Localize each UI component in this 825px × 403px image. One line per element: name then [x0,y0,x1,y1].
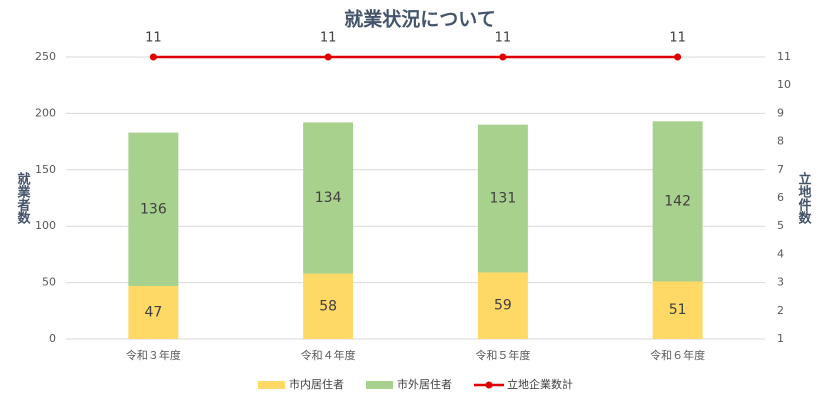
y2-tick-label: 4 [777,247,784,260]
y-tick-label: 100 [35,219,56,232]
data-label: 131 [490,191,517,207]
y2-tick-label: 5 [777,219,784,232]
legend-swatch [485,381,493,389]
y2-tick-label: 11 [777,50,791,63]
y2-tick-label: 8 [777,135,784,148]
y2-tick-label: 7 [777,163,784,176]
data-label: 11 [145,31,162,46]
legend-swatch [366,381,393,389]
x-tick-label: 令和４年度 [301,348,356,362]
x-tick-label: 令和６年度 [650,348,705,362]
bar-segment [303,273,354,339]
y2-tick-label: 10 [777,78,791,91]
bar-segment [128,132,179,286]
data-label: 11 [495,31,512,46]
data-label: 58 [319,298,337,314]
y-tick-label: 200 [35,106,56,119]
data-label: 11 [320,31,337,46]
bar-segment [477,272,528,339]
data-label: 51 [669,302,687,318]
data-label: 11 [669,31,686,46]
bar-segment [303,122,354,274]
data-label: 134 [315,190,342,206]
y-axis-title: 就業者数 [15,171,32,225]
y-tick-label: 0 [49,332,56,345]
x-tick-label: 令和３年度 [126,348,181,362]
data-label: 136 [140,201,167,217]
bar-segment [652,121,703,282]
legend-swatch [258,381,285,389]
line-marker [324,53,332,61]
legend-label: 市内居住者 [289,377,344,391]
line-marker [499,53,507,61]
line-marker [674,53,682,61]
y2-tick-label: 2 [777,304,784,317]
x-tick-label: 令和５年度 [475,348,530,362]
bar-segment [128,285,179,339]
bar-segment [652,281,703,339]
y2-axis-title: 立地件数 [796,171,812,225]
y-tick-label: 150 [35,163,56,176]
legend-label: 市外居住者 [397,377,452,391]
data-label: 47 [144,304,162,320]
y2-tick-label: 6 [777,191,784,204]
y2-tick-label: 3 [777,276,784,289]
y-tick-label: 50 [42,276,56,289]
data-label: 59 [494,298,512,314]
line-marker [149,53,157,61]
data-label: 142 [664,193,691,209]
y2-tick-label: 9 [777,106,784,119]
bar-segment [477,124,528,273]
y-tick-label: 250 [35,50,56,63]
chart-title: 就業状況について [344,8,495,31]
y2-tick-label: 1 [777,332,784,345]
legend-label: 立地企業数計 [507,377,573,391]
